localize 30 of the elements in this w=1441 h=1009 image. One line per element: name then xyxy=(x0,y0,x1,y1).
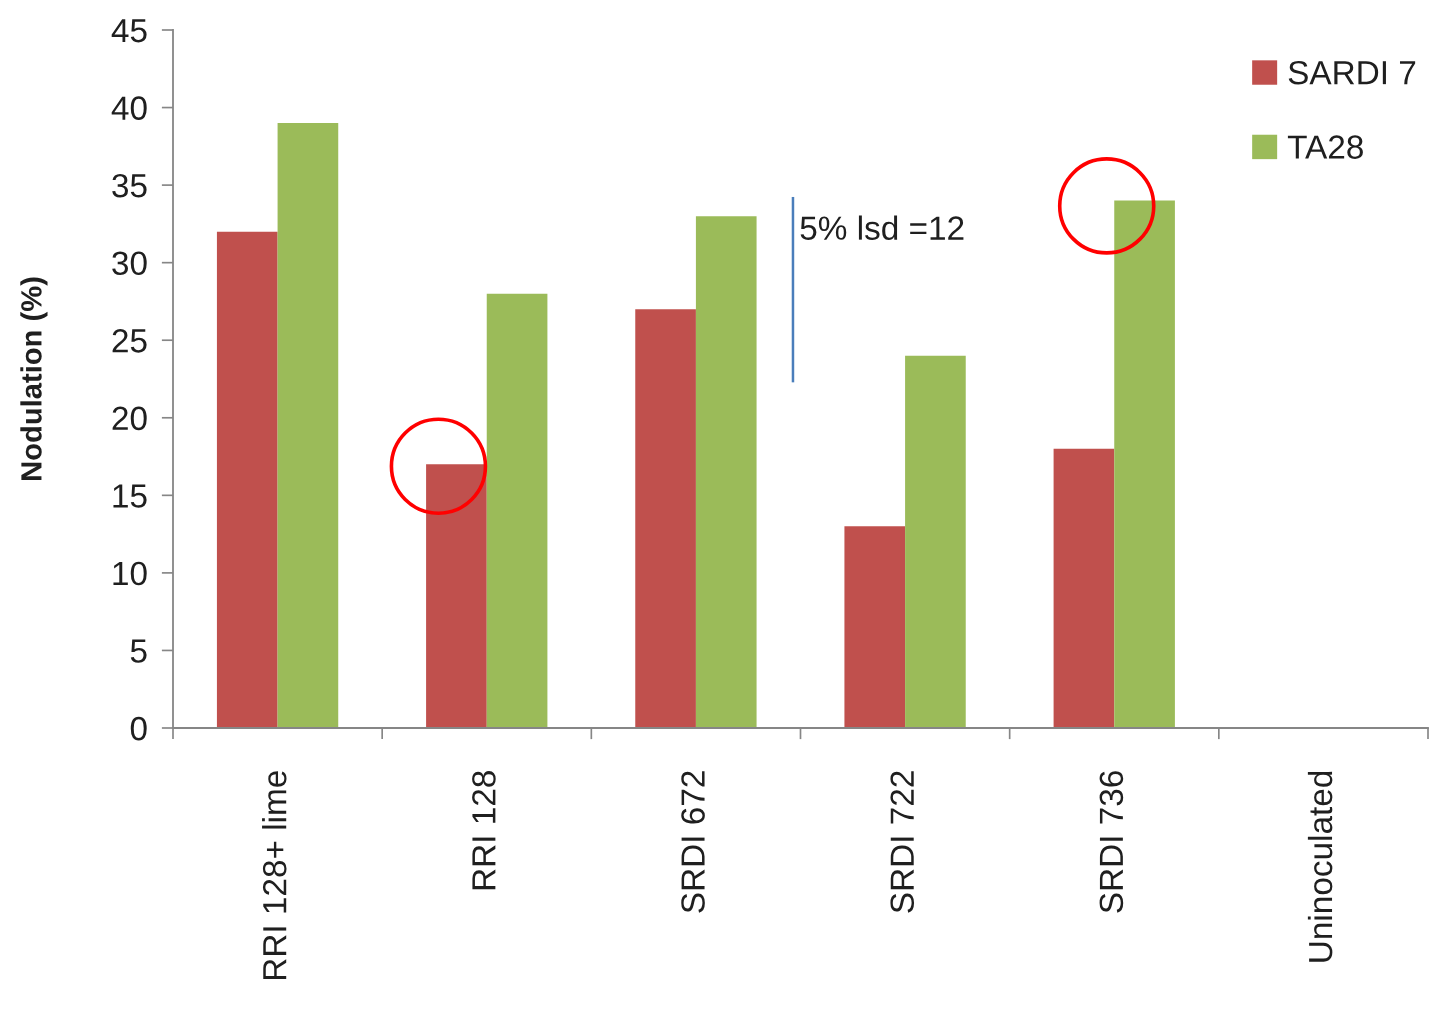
x-tick-label: SRDI 736 xyxy=(1099,771,1124,913)
y-tick-label: 25 xyxy=(112,329,147,353)
bar xyxy=(905,355,966,728)
x-tick-label: SRDI 672 xyxy=(681,771,705,913)
y-tick-label: 45 xyxy=(111,19,147,43)
y-tick-label: 10 xyxy=(113,561,147,586)
bar xyxy=(277,123,339,728)
x-tick-label: SRDI 722 xyxy=(890,771,915,913)
y-tick-label: 30 xyxy=(112,251,147,276)
x-tick-label: RRI 128 xyxy=(472,771,496,890)
y-tick-label: 15 xyxy=(113,484,147,508)
bar xyxy=(486,293,548,728)
y-axis-title: Nodulation (%) xyxy=(20,277,48,480)
y-tick-label: 20 xyxy=(112,406,147,431)
y-tick-label: 40 xyxy=(111,96,147,120)
bar xyxy=(695,216,757,728)
bar xyxy=(844,526,906,728)
legend-label: TA28 xyxy=(1287,135,1363,159)
bar xyxy=(216,231,278,728)
bar xyxy=(635,309,696,728)
x-tick-label: RRI 128+ lime xyxy=(262,771,287,980)
y-tick-label: 35 xyxy=(112,173,147,198)
bar xyxy=(1114,200,1175,728)
y-tick-label: 0 xyxy=(130,716,147,741)
y-tick-label: 5 xyxy=(130,639,147,663)
legend-label: SARDI 7 xyxy=(1288,60,1416,85)
annotation: 5% lsd =12 xyxy=(800,215,964,240)
x-tick-label: Uninoculated xyxy=(1307,771,1333,962)
bar xyxy=(1053,448,1115,728)
bar xyxy=(426,464,487,728)
